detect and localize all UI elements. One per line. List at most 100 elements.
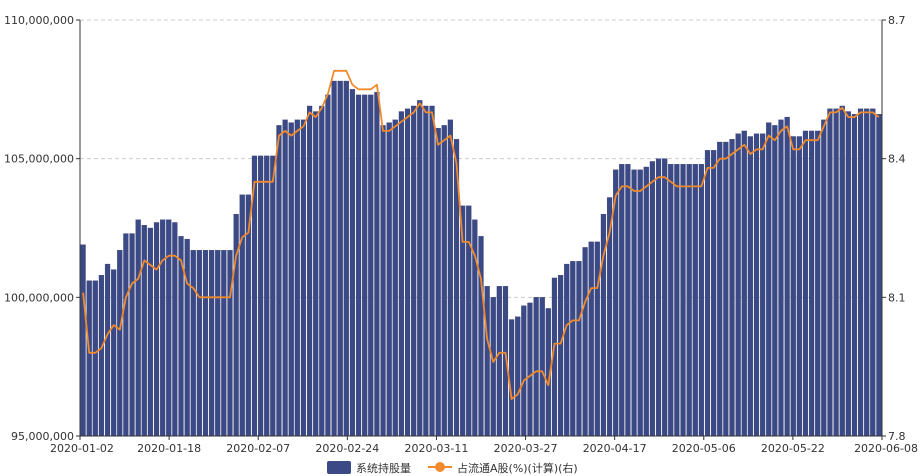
bar[interactable] <box>588 241 594 437</box>
bar[interactable] <box>821 119 827 437</box>
bar[interactable] <box>815 130 821 437</box>
bar[interactable] <box>380 125 386 437</box>
bar[interactable] <box>802 130 809 437</box>
bar[interactable] <box>447 119 453 437</box>
bar[interactable] <box>466 205 472 437</box>
bar[interactable] <box>649 161 656 437</box>
bar[interactable] <box>484 286 490 437</box>
bar[interactable] <box>723 141 729 437</box>
bar[interactable] <box>294 119 300 437</box>
bar[interactable] <box>172 222 178 437</box>
bar[interactable] <box>778 119 784 437</box>
bar[interactable] <box>698 164 704 437</box>
bar[interactable] <box>331 80 337 437</box>
bar[interactable] <box>276 125 282 437</box>
bar[interactable] <box>557 274 564 437</box>
bar[interactable] <box>368 94 374 437</box>
bar[interactable] <box>86 280 92 437</box>
bar[interactable] <box>790 136 796 437</box>
bar[interactable] <box>870 108 876 437</box>
bar[interactable] <box>747 136 753 437</box>
bar[interactable] <box>619 164 625 437</box>
bar[interactable] <box>404 108 411 437</box>
bar[interactable] <box>662 158 668 437</box>
bar[interactable] <box>686 164 692 437</box>
bar[interactable] <box>221 250 227 437</box>
bar[interactable] <box>166 219 172 437</box>
bar[interactable] <box>288 122 294 437</box>
bar[interactable] <box>509 319 515 437</box>
bar[interactable] <box>729 139 735 437</box>
bar[interactable] <box>784 116 790 437</box>
bar[interactable] <box>319 105 325 437</box>
bar[interactable] <box>741 130 747 437</box>
legend-item-line[interactable]: 占流通A股(%)(计算)(右) <box>428 461 578 475</box>
bar[interactable] <box>184 238 190 437</box>
bar[interactable] <box>539 297 545 437</box>
bar[interactable] <box>625 164 631 437</box>
bar[interactable] <box>325 94 331 437</box>
bar[interactable] <box>490 297 496 437</box>
bar[interactable] <box>796 136 802 437</box>
bar[interactable] <box>631 169 637 437</box>
bar[interactable] <box>478 236 484 437</box>
bar[interactable] <box>349 89 356 437</box>
bar[interactable] <box>643 166 649 437</box>
bar[interactable] <box>808 130 815 437</box>
bar[interactable] <box>270 155 276 437</box>
bar[interactable] <box>343 80 349 437</box>
bar[interactable] <box>306 105 313 437</box>
bar[interactable] <box>570 261 576 437</box>
bar[interactable] <box>496 286 502 437</box>
bar[interactable] <box>435 128 441 437</box>
bar[interactable] <box>123 233 129 437</box>
bar[interactable] <box>129 233 135 437</box>
bar[interactable] <box>827 108 833 437</box>
bar[interactable] <box>92 280 98 437</box>
bar[interactable] <box>80 244 86 437</box>
bar[interactable] <box>576 261 582 437</box>
bar[interactable] <box>441 125 447 437</box>
bar[interactable] <box>313 111 319 437</box>
bar[interactable] <box>851 114 858 437</box>
bar[interactable] <box>392 119 398 437</box>
bar[interactable] <box>233 213 239 437</box>
bar[interactable] <box>411 105 417 437</box>
bar[interactable] <box>104 263 111 437</box>
bar[interactable] <box>766 122 772 437</box>
bar[interactable] <box>753 133 760 437</box>
bar[interactable] <box>264 155 270 437</box>
bar[interactable] <box>196 250 202 437</box>
bar[interactable] <box>355 94 362 437</box>
bar[interactable] <box>864 108 870 437</box>
bar[interactable] <box>533 297 539 437</box>
bar[interactable] <box>135 219 141 437</box>
bar[interactable] <box>239 194 245 437</box>
bar[interactable] <box>147 227 154 437</box>
bar[interactable] <box>190 250 196 437</box>
bar[interactable] <box>521 305 527 437</box>
bar[interactable] <box>692 164 698 437</box>
bar[interactable] <box>857 108 864 437</box>
bar[interactable] <box>386 122 392 437</box>
bar[interactable] <box>117 250 123 437</box>
bar[interactable] <box>215 250 221 437</box>
bar[interactable] <box>760 133 766 437</box>
bar[interactable] <box>668 164 674 437</box>
bar[interactable] <box>153 222 160 437</box>
series-line[interactable] <box>82 69 880 400</box>
bar[interactable] <box>300 119 307 437</box>
bar[interactable] <box>582 247 588 437</box>
bar[interactable] <box>839 105 845 437</box>
bar[interactable] <box>711 150 717 437</box>
bar[interactable] <box>227 250 233 437</box>
bar[interactable] <box>674 164 680 437</box>
bar[interactable] <box>527 302 533 437</box>
bar[interactable] <box>833 108 839 437</box>
bar[interactable] <box>655 158 662 437</box>
bar[interactable] <box>637 169 643 437</box>
bar[interactable] <box>111 269 117 437</box>
legend-item-bars[interactable]: 系统持股量 <box>327 461 411 475</box>
bar[interactable] <box>362 94 368 437</box>
bar[interactable] <box>398 111 405 437</box>
